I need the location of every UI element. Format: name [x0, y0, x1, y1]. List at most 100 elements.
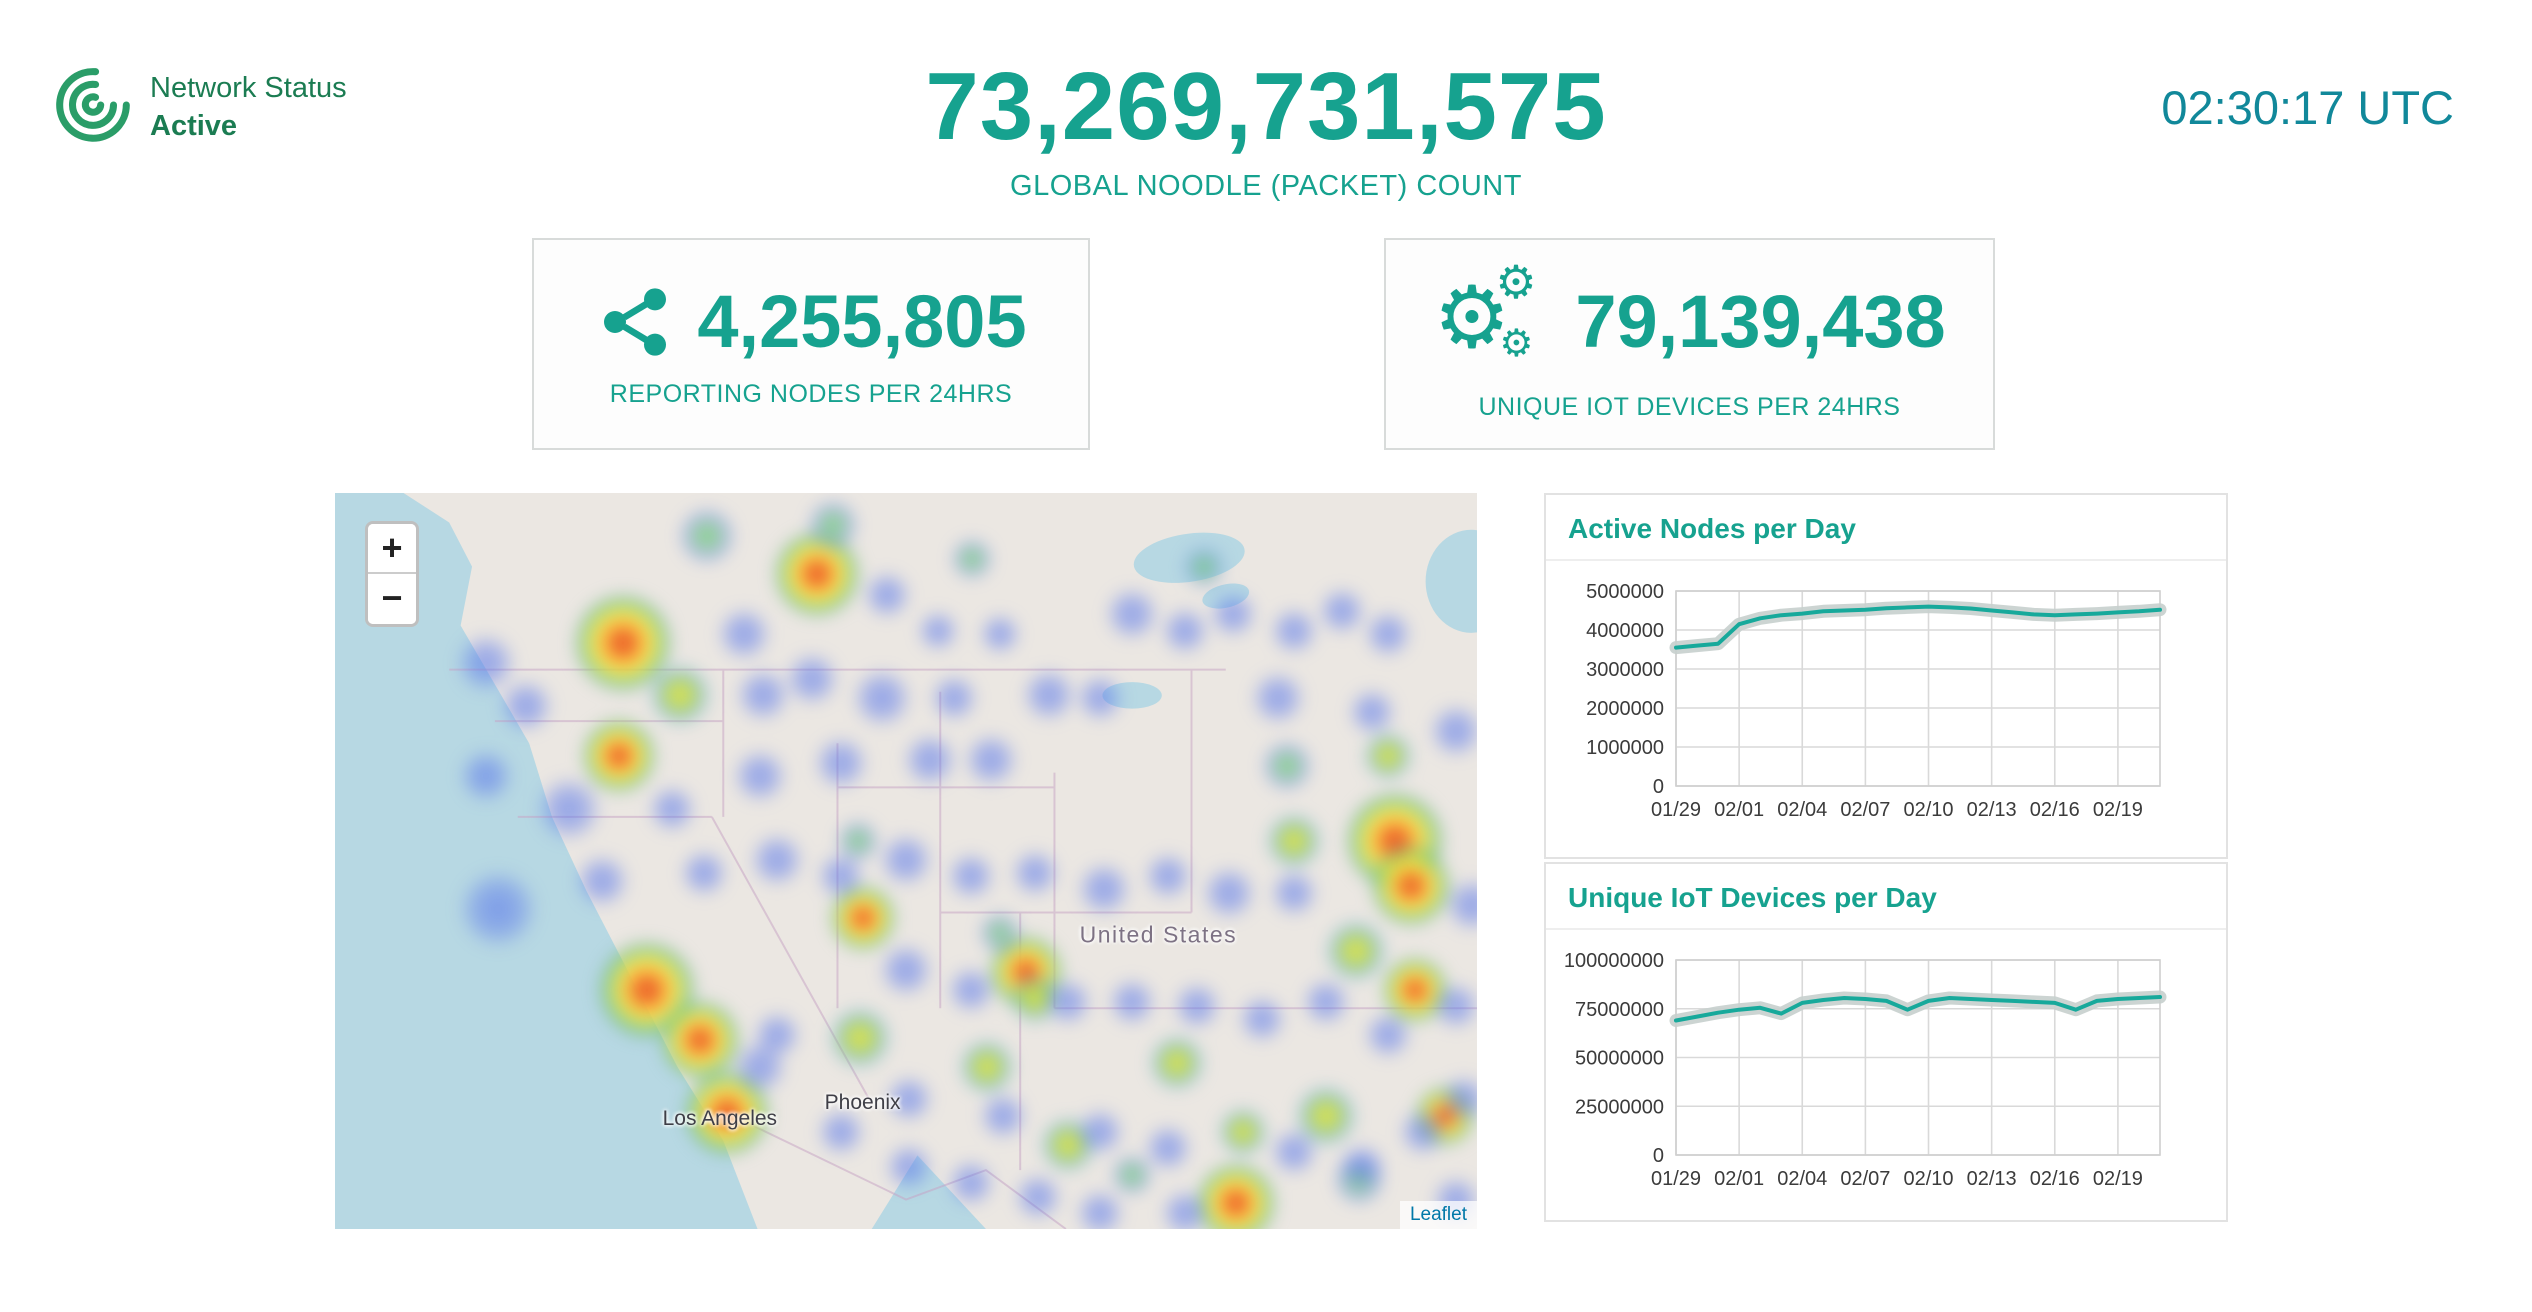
heat-blob	[1144, 853, 1191, 900]
heat-blob	[1077, 862, 1130, 915]
heat-blob	[733, 750, 786, 803]
heat-blob	[980, 914, 1019, 953]
heat-blob	[717, 607, 770, 660]
heat-blob	[1109, 979, 1156, 1026]
heat-blob	[1161, 1189, 1208, 1229]
heat-blob	[1364, 733, 1411, 780]
heat-blob	[1303, 979, 1350, 1026]
heat-blob	[817, 853, 864, 900]
heat-blob	[980, 1092, 1027, 1139]
heat-blob	[1012, 849, 1059, 896]
company-logo-icon	[56, 68, 130, 142]
line-chart-svg: 0 1000000 2000000 3000000 4000000 5000000 01/2…	[1586, 581, 2167, 821]
heat-blob	[1348, 688, 1395, 735]
heat-blob	[786, 653, 839, 706]
heat-blob	[1203, 866, 1256, 919]
svg-text:02/07: 02/07	[1840, 1168, 1890, 1190]
line-chart-svg: 0 25000000 50000000 75000000 100000000 01/29 0…	[1564, 950, 2167, 1190]
heat-blob	[537, 776, 602, 841]
heat-blob	[648, 785, 695, 832]
heat-blob	[1150, 1036, 1203, 1089]
heat-blob	[456, 634, 515, 693]
global-packet-count: 73,269,731,575	[925, 53, 1607, 160]
heat-blob	[953, 540, 992, 579]
heat-blob	[814, 737, 867, 790]
svg-text:02/13: 02/13	[1967, 799, 2017, 821]
heat-blob	[1106, 588, 1159, 641]
heat-blob	[459, 869, 538, 948]
heat-blob	[1077, 1189, 1124, 1229]
svg-text:02/01: 02/01	[1714, 799, 1764, 821]
heat-blob	[948, 1160, 995, 1207]
leaflet-attribution[interactable]: Leaflet	[1399, 1201, 1477, 1229]
heat-blob	[680, 849, 727, 896]
heat-blob	[961, 1041, 1014, 1094]
svg-text:100000000: 100000000	[1564, 950, 1664, 972]
heat-blob	[948, 853, 995, 900]
heat-blob	[1364, 610, 1411, 657]
zoom-control: + −	[365, 521, 419, 627]
heat-blob	[917, 610, 958, 651]
heat-blob	[1239, 995, 1286, 1042]
iot-devices-chart: 0 25000000 50000000 75000000 100000000 01/29 0…	[1546, 930, 2226, 1200]
heat-blob	[681, 510, 734, 563]
heat-blob	[574, 595, 671, 692]
svg-text:1000000: 1000000	[1586, 737, 1664, 759]
svg-text:3000000: 3000000	[1586, 659, 1664, 681]
map-place-label: Los Angeles	[662, 1106, 778, 1130]
utc-clock: 02:30:17 UTC	[2161, 81, 2454, 134]
active-nodes-chart: 0 1000000 2000000 3000000 4000000 5000000 01/2…	[1546, 561, 2226, 831]
heat-blob	[499, 680, 552, 733]
heat-blob	[886, 1076, 933, 1123]
heatmap-map[interactable]: United States Los Angeles Phoenix + − Leaf…	[335, 493, 1477, 1229]
heat-blob	[809, 502, 856, 549]
svg-text:02/04: 02/04	[1777, 799, 1827, 821]
heat-blob	[1338, 1144, 1385, 1191]
heat-blob	[1144, 1125, 1191, 1172]
iot-devices-stat-top: ⚙ ⚙ ⚙ 79,139,438	[1433, 255, 1945, 377]
svg-text:75000000: 75000000	[1575, 999, 1664, 1021]
svg-text:02/13: 02/13	[1967, 1168, 2017, 1190]
heat-blob	[880, 834, 932, 887]
global-count-block: 73,269,731,575 GLOBAL NOODLE (PACKET) CO…	[0, 52, 2532, 203]
heat-blob	[733, 1041, 786, 1094]
svg-text:01/29: 01/29	[1651, 1168, 1701, 1190]
svg-text:02/10: 02/10	[1903, 799, 1953, 821]
active-nodes-chart-card: Active Nodes per Day 0 1000000 2000000 3000…	[1544, 493, 2228, 859]
heat-blob	[853, 669, 912, 728]
active-nodes-chart-title: Active Nodes per Day	[1546, 495, 2226, 561]
heat-blob	[1252, 672, 1305, 725]
heat-blob	[1364, 1011, 1411, 1058]
zoom-in-button[interactable]: +	[368, 524, 416, 574]
heat-blob	[1077, 1108, 1124, 1155]
heat-blob	[774, 531, 859, 616]
heat-blob	[948, 966, 995, 1013]
heat-blob	[1319, 587, 1366, 634]
heat-blob	[1433, 982, 1477, 1029]
gears-icon: ⚙ ⚙ ⚙	[1433, 255, 1537, 366]
heat-blob	[750, 834, 803, 887]
reporting-nodes-label: REPORTING NODES PER 24HRS	[609, 380, 1013, 408]
heat-blob	[1271, 607, 1318, 654]
heat-blob	[964, 734, 1017, 787]
heat-blob	[1077, 675, 1124, 722]
svg-text:02/16: 02/16	[2030, 799, 2080, 821]
svg-text:50000000: 50000000	[1575, 1048, 1664, 1070]
heat-blob	[903, 734, 956, 787]
heat-blob	[886, 1144, 933, 1191]
svg-text:0: 0	[1653, 776, 1664, 798]
svg-text:4000000: 4000000	[1586, 620, 1664, 642]
svg-text:25000000: 25000000	[1575, 1096, 1664, 1118]
global-count-caption: GLOBAL NOODLE (PACKET) COUNT	[1010, 170, 1522, 202]
network-status-value: Active	[150, 110, 238, 142]
heat-blob	[1113, 1156, 1152, 1195]
svg-text:02/04: 02/04	[1777, 1168, 1827, 1190]
heat-blob	[1209, 591, 1256, 638]
heat-blob	[930, 675, 977, 722]
zoom-out-button[interactable]: −	[368, 574, 416, 624]
map-label-layer: United States Los Angeles Phoenix	[335, 493, 1477, 1229]
heat-blob	[1430, 704, 1477, 757]
iot-devices-chart-title: Unique IoT Devices per Day	[1546, 864, 2226, 930]
heat-blob	[1015, 1173, 1062, 1220]
